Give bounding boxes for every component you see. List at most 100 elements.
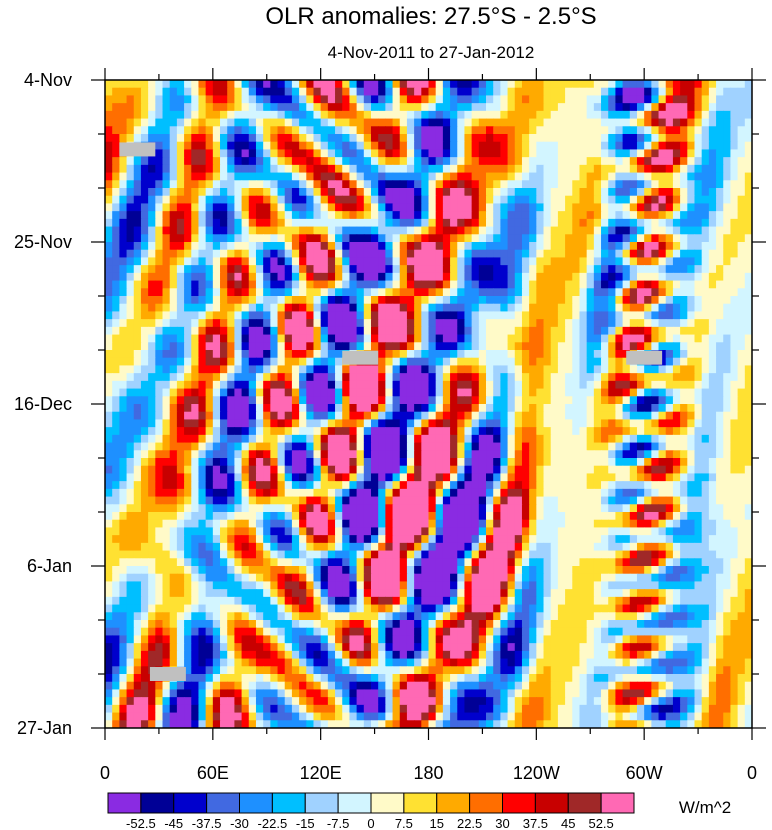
heatmap-cell xyxy=(162,265,171,274)
heatmap-cell xyxy=(370,365,379,374)
heatmap-cell xyxy=(701,87,710,97)
heatmap-cell xyxy=(557,188,566,197)
heatmap-cell xyxy=(263,110,271,120)
heatmap-cell xyxy=(471,357,480,367)
heatmap-cell xyxy=(529,319,537,328)
heatmap-cell xyxy=(644,481,652,490)
heatmap-cell xyxy=(299,319,307,328)
heatmap-cell xyxy=(162,126,171,135)
heatmap-cell xyxy=(529,257,537,266)
heatmap-cell xyxy=(212,504,221,513)
heatmap-cell xyxy=(148,396,156,405)
heatmap-cell xyxy=(442,141,451,151)
heatmap-cell xyxy=(694,211,703,220)
heatmap-cell xyxy=(155,296,164,305)
heatmap-cell xyxy=(406,172,415,181)
heatmap-cell xyxy=(464,350,473,359)
heatmap-cell xyxy=(284,473,293,482)
heatmap-cell xyxy=(694,134,703,143)
heatmap-cell xyxy=(313,373,322,382)
heatmap-cell xyxy=(701,365,710,374)
heatmap-cell xyxy=(694,450,703,459)
heatmap-cell xyxy=(406,257,415,266)
heatmap-cell xyxy=(687,87,696,97)
heatmap-cell xyxy=(601,388,609,397)
heatmap-cell xyxy=(572,427,581,436)
heatmap-cell xyxy=(644,496,652,505)
heatmap-cell xyxy=(335,203,343,212)
heatmap-cell xyxy=(227,110,235,120)
heatmap-cell xyxy=(687,404,696,413)
heatmap-cell xyxy=(306,334,315,343)
heatmap-cell xyxy=(356,419,365,428)
heatmap-cell xyxy=(744,434,752,444)
heatmap-cell xyxy=(270,311,279,320)
heatmap-cell xyxy=(435,164,444,174)
heatmap-cell xyxy=(162,211,171,220)
heatmap-cell xyxy=(442,365,451,374)
heatmap-cell xyxy=(680,419,688,428)
heatmap-cell xyxy=(220,434,228,444)
heatmap-cell xyxy=(687,211,696,220)
heatmap-cell xyxy=(636,87,645,97)
heatmap-cell xyxy=(737,280,746,289)
heatmap-cell xyxy=(493,249,501,259)
heatmap-cell xyxy=(579,357,588,367)
heatmap-cell xyxy=(299,396,307,405)
heatmap-cell xyxy=(651,496,660,505)
heatmap-cell xyxy=(716,380,724,390)
heatmap-cell xyxy=(680,319,688,328)
heatmap-cell xyxy=(529,411,537,421)
heatmap-cell xyxy=(227,172,235,181)
heatmap-cell xyxy=(622,134,631,143)
heatmap-cell xyxy=(270,334,279,343)
heatmap-cell xyxy=(557,365,566,374)
heatmap-cell xyxy=(737,396,746,405)
heatmap-cell xyxy=(615,126,624,135)
heatmap-cell xyxy=(442,164,451,174)
heatmap-cell xyxy=(636,280,645,289)
heatmap-cell xyxy=(277,481,286,490)
heatmap-cell xyxy=(399,280,408,289)
heatmap-cell xyxy=(392,218,401,228)
heatmap-cell xyxy=(342,242,351,251)
heatmap-cell xyxy=(493,218,501,228)
heatmap-cell xyxy=(184,164,192,174)
heatmap-cell xyxy=(521,365,530,374)
heatmap-cell xyxy=(191,157,200,166)
heatmap-cell xyxy=(198,172,207,181)
heatmap-cell xyxy=(234,357,243,367)
heatmap-cell xyxy=(730,218,739,228)
heatmap-cell xyxy=(370,411,379,421)
heatmap-cell xyxy=(234,226,243,235)
heatmap-cell xyxy=(629,280,638,289)
heatmap-cell xyxy=(119,157,128,166)
heatmap-cell xyxy=(140,396,149,405)
heatmap-cell xyxy=(579,103,588,112)
heatmap-cell xyxy=(572,396,581,405)
heatmap-cell xyxy=(406,87,415,97)
heatmap-cell xyxy=(536,141,545,151)
heatmap-cell xyxy=(335,180,343,189)
heatmap-cell xyxy=(335,272,343,282)
heatmap-cell xyxy=(284,242,293,251)
heatmap-cell xyxy=(644,211,652,220)
heatmap-cell xyxy=(723,473,732,482)
heatmap-cell xyxy=(629,288,638,297)
heatmap-cell xyxy=(119,396,128,405)
heatmap-cell xyxy=(306,504,315,513)
heatmap-cell xyxy=(155,488,164,498)
heatmap-cell xyxy=(421,226,430,235)
heatmap-cell xyxy=(536,95,545,104)
heatmap-cell xyxy=(291,342,300,351)
heatmap-cell xyxy=(241,434,250,444)
heatmap-cell xyxy=(565,458,573,467)
heatmap-cell xyxy=(471,87,480,97)
heatmap-cell xyxy=(184,481,192,490)
heatmap-cell xyxy=(313,434,322,444)
heatmap-cell xyxy=(399,342,408,351)
heatmap-cell xyxy=(105,164,113,174)
heatmap-cell xyxy=(270,373,279,382)
heatmap-cell xyxy=(277,504,286,513)
heatmap-cell xyxy=(342,172,351,181)
